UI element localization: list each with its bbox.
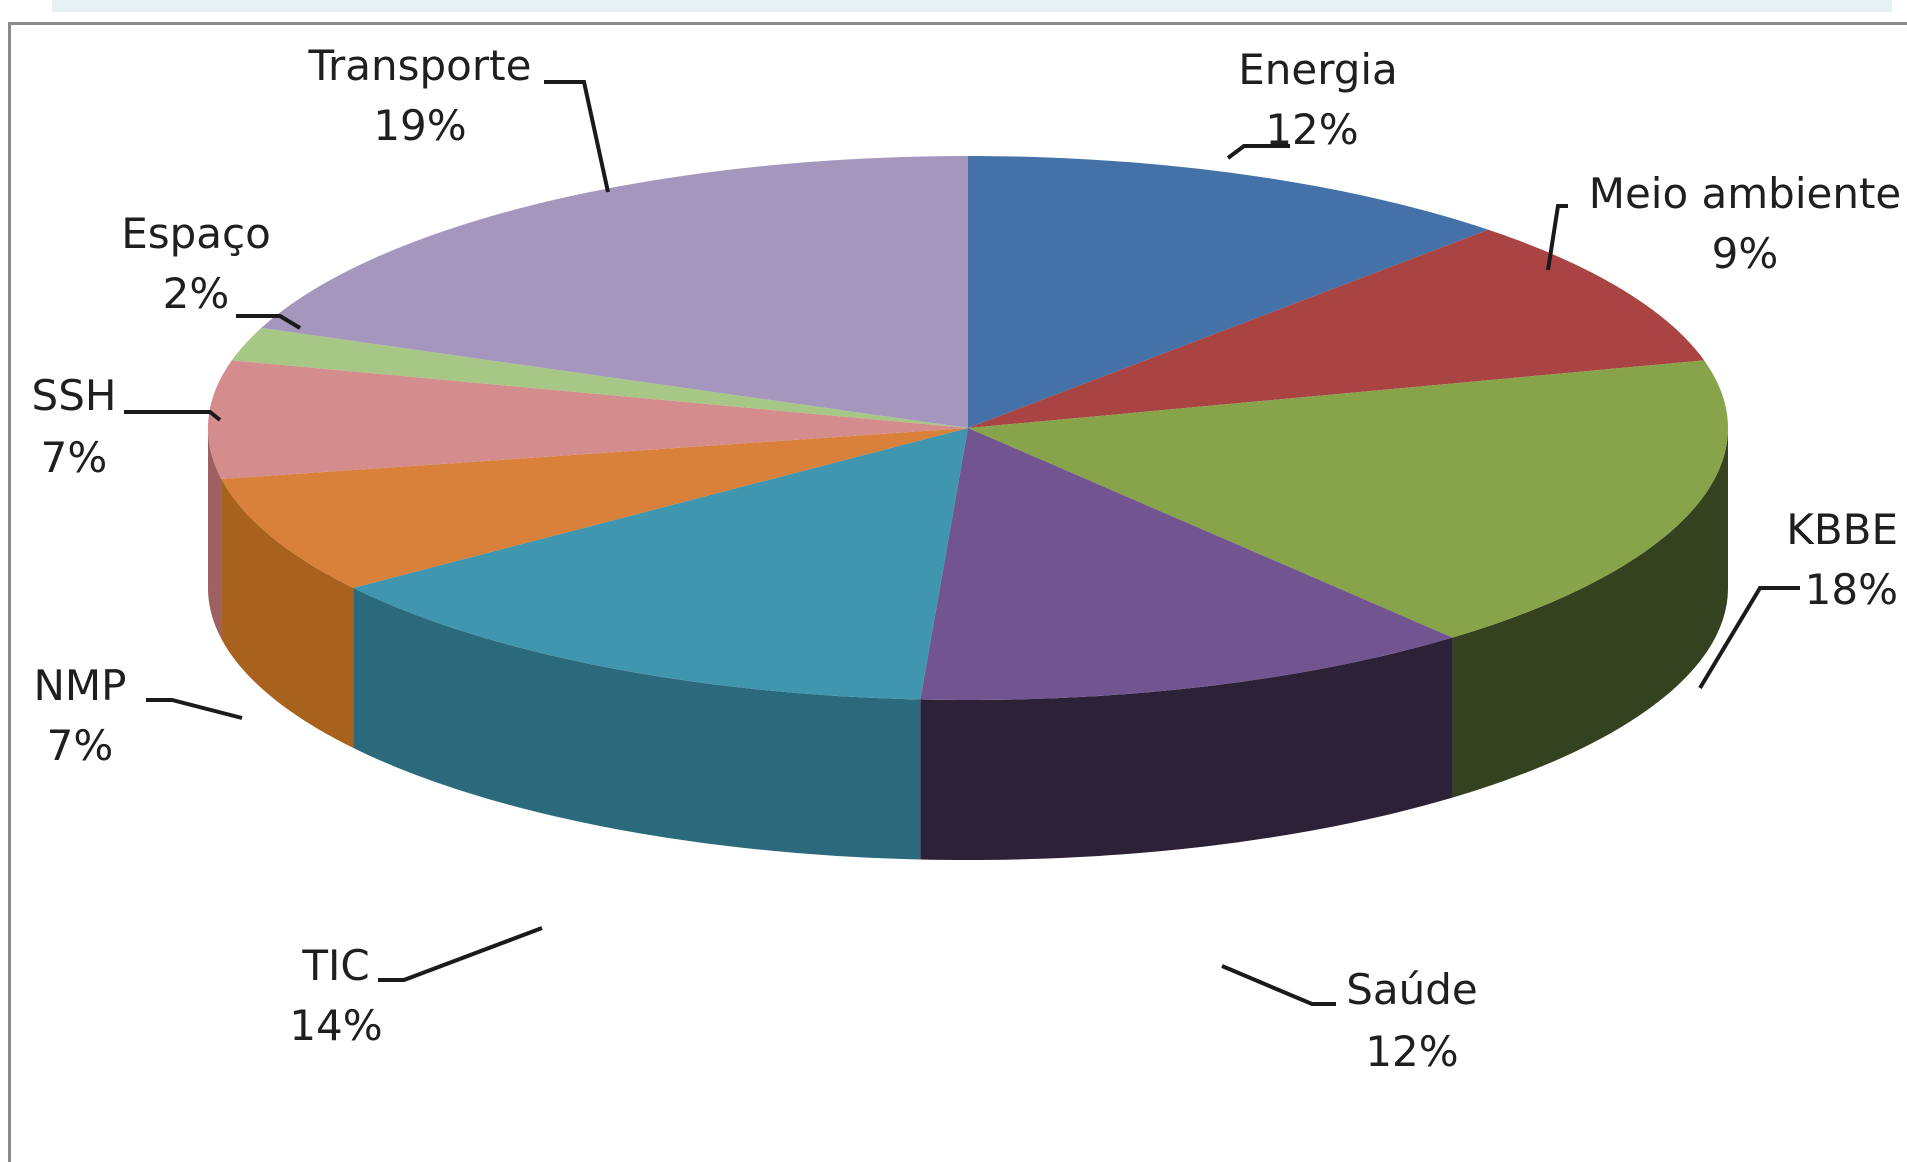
slice-category-label: Transporte — [308, 41, 532, 90]
top-strip — [52, 0, 1892, 12]
slice-value-label: 14% — [289, 1001, 382, 1050]
pie-slice-2 — [968, 360, 1728, 638]
slice-labels: Energia 12% Meio ambiente 9% KBBE 18% Saúde 12%… — [32, 41, 1902, 1076]
slice-value-label: 12% — [1365, 1027, 1458, 1076]
slice-category-label: Energia — [1238, 45, 1398, 94]
pie-slice-8 — [261, 156, 968, 428]
leader-line-5 — [146, 698, 243, 720]
pie-slice-0 — [968, 156, 1489, 428]
leader-line-7 — [236, 314, 302, 330]
pie-slice-7 — [231, 327, 968, 428]
leader-line-6 — [124, 410, 222, 422]
pie-tops — [208, 156, 1728, 700]
pie-slice-5 — [221, 428, 968, 588]
pie-chart: Energia 12% Meio ambiente 9% KBBE 18% Saúde 12%… — [32, 41, 1902, 1076]
slice-value-label: 7% — [47, 721, 114, 770]
slice-value-label: 2% — [163, 269, 230, 318]
leader-lines — [124, 80, 1800, 1006]
pie-slice-6 — [208, 360, 968, 479]
slice-value-label: 18% — [1805, 565, 1898, 614]
pie-side-2 — [1452, 428, 1728, 798]
pie-side-5 — [221, 478, 354, 748]
slice-category-label: Saúde — [1346, 965, 1478, 1014]
slice-value-label: 12% — [1265, 105, 1358, 154]
leader-line-4 — [378, 926, 543, 982]
slice-category-label: TIC — [301, 941, 369, 990]
leader-line-2 — [1698, 586, 1800, 690]
pie-slice-3 — [920, 428, 1453, 700]
leader-line-8 — [544, 80, 610, 193]
pie-sides — [208, 428, 1728, 860]
pie-slice-1 — [968, 229, 1705, 428]
pie-side-3 — [920, 637, 1453, 860]
pie-slice-4 — [353, 428, 968, 700]
slice-category-label: Meio ambiente — [1589, 169, 1902, 218]
leader-line-1 — [1546, 204, 1568, 271]
slice-category-label: SSH — [32, 371, 117, 420]
slice-value-label: 19% — [373, 101, 466, 150]
leader-line-3 — [1221, 964, 1336, 1006]
slice-category-label: KBBE — [1786, 505, 1898, 554]
slice-category-label: Espaço — [121, 209, 271, 258]
leader-line-0 — [1226, 144, 1290, 160]
slice-value-label: 9% — [1712, 229, 1779, 278]
pie-side-4 — [353, 587, 921, 860]
slice-value-label: 7% — [41, 433, 108, 482]
pie-side-6 — [208, 428, 222, 639]
slice-category-label: NMP — [34, 661, 127, 710]
